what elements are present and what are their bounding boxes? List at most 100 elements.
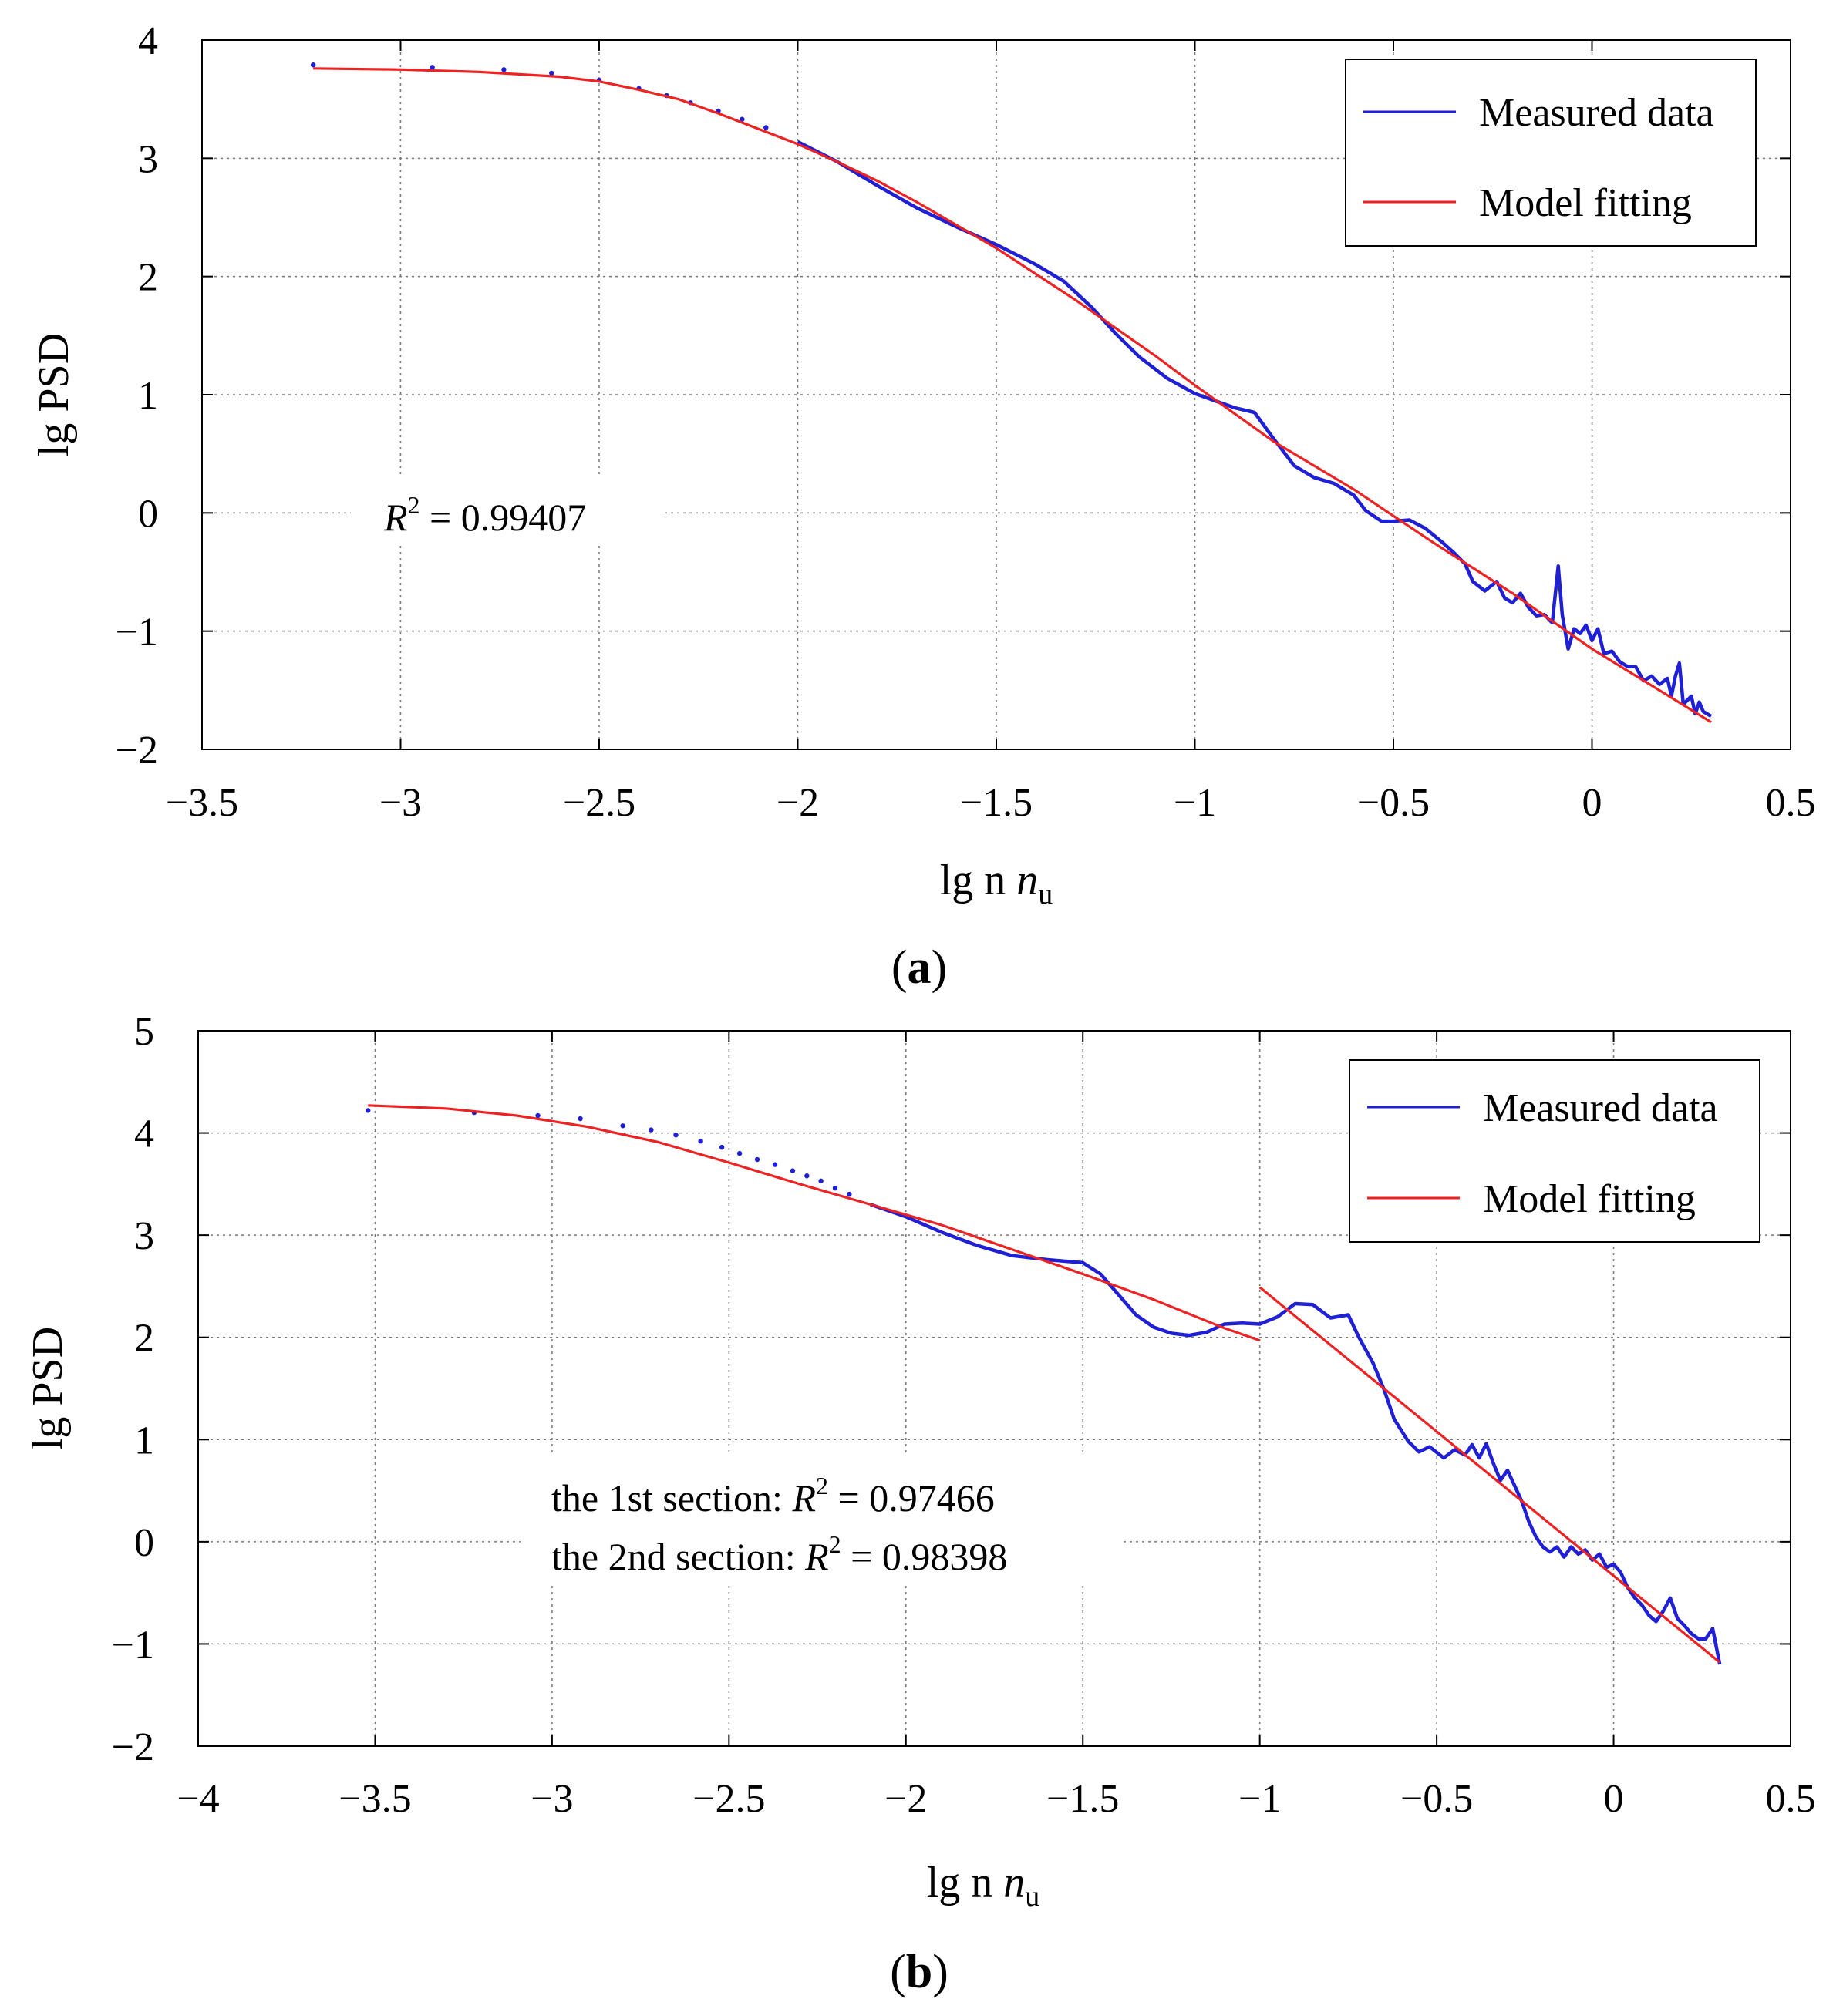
x-tick-label: 0.5 — [1766, 1777, 1816, 1821]
annotation-a-R: R — [383, 496, 408, 539]
measured-point — [754, 1156, 760, 1163]
annotation-b-line2-R: R — [804, 1535, 829, 1578]
measured-point — [311, 62, 316, 68]
y-tick-label: −2 — [112, 1725, 154, 1769]
measured-point — [790, 1168, 796, 1173]
fit-line-section-2 — [1258, 1286, 1721, 1664]
measured-point — [818, 1178, 824, 1184]
annotation-a-sup: 2 — [408, 491, 420, 519]
series-measured-b — [366, 1108, 1722, 1665]
measured-point — [649, 1127, 654, 1133]
annotation-b-line2-prefix: the 2nd section: — [551, 1535, 805, 1578]
y-tick-label: 2 — [134, 1317, 154, 1361]
y-tick-label: −1 — [116, 611, 158, 655]
x-tick-label: −3.5 — [166, 781, 238, 825]
x-tick-label: −2.5 — [692, 1777, 765, 1821]
x-axis-label-a: lg n nu — [940, 857, 1053, 910]
x-axis-label-b: lg n nu — [927, 1859, 1040, 1913]
panel-letter-a: a — [908, 941, 932, 994]
x-tick-label: −2 — [884, 1777, 927, 1821]
x-tick-label: −3.5 — [339, 1777, 411, 1821]
y-tick-label: −2 — [116, 729, 158, 772]
annotation-b-line2-value: = 0.98398 — [841, 1535, 1008, 1578]
legend-label-fit-a: Model fitting — [1479, 181, 1692, 225]
measured-point — [620, 1123, 625, 1129]
y-tick-label: 4 — [138, 19, 158, 63]
annotation-b-line1-value: = 0.97466 — [828, 1476, 995, 1520]
x-axis-label-a-sub: u — [1038, 878, 1053, 910]
x-tick-label: −3 — [379, 781, 422, 825]
x-tick-label: −1 — [1238, 1777, 1281, 1821]
x-tick-label: −2 — [777, 781, 819, 825]
measured-point — [740, 116, 745, 122]
y-tick-label: 0 — [138, 492, 158, 536]
x-tick-label: −1.5 — [960, 781, 1033, 825]
measured-point — [832, 1185, 838, 1191]
y-tick-label: 3 — [138, 137, 158, 181]
annotation-b-line2-sup: 2 — [829, 1530, 841, 1558]
measured-point — [763, 125, 769, 130]
x-tick-label: −0.5 — [1357, 781, 1430, 825]
grid-b — [198, 1031, 1791, 1746]
measured-point — [673, 1133, 679, 1138]
x-axis-label-b-main: lg n — [927, 1859, 993, 1907]
x-axis-label-b-n: n — [1003, 1859, 1025, 1907]
legend-box-a — [1345, 59, 1757, 247]
measured-point — [772, 1162, 778, 1167]
x-tick-label: 0 — [1582, 781, 1602, 825]
y-tick-label: 3 — [134, 1214, 154, 1258]
y-tick-label: 1 — [138, 374, 158, 418]
x-tick-label: 0.5 — [1766, 781, 1816, 825]
legend-b: Measured data Model fitting — [1349, 1059, 1760, 1243]
measured-point — [430, 65, 435, 70]
measured-line — [870, 1203, 1722, 1665]
measured-point — [535, 1112, 541, 1119]
annotation-b-line2: the 2nd section: R2 = 0.98398 — [551, 1530, 1007, 1578]
y-tick-label: 4 — [134, 1112, 154, 1156]
x-tick-label: −3 — [531, 1777, 573, 1821]
y-axis-label-b: lg PSD — [24, 1327, 72, 1450]
measured-point — [366, 1108, 371, 1113]
panel-label-b: (b) — [890, 1946, 948, 1998]
x-tick-label: −1.5 — [1046, 1777, 1119, 1821]
x-tick-label: −1 — [1174, 781, 1216, 825]
x-axis-label-b-sub: u — [1025, 1880, 1039, 1913]
ticks-a — [201, 39, 1791, 750]
panel-label-a: (a) — [891, 941, 947, 994]
annotation-a: R2 = 0.99407 — [351, 476, 663, 546]
y-tick-label: 0 — [134, 1521, 154, 1565]
measured-point — [719, 1144, 725, 1150]
chart-panel-b: −4 −3.5 −3 −2.5 −2 −1.5 −1 −0.5 0 0.5 −2 −1 0 1 2 3 4 5 t… — [24, 1010, 1816, 1998]
panel-letter-b: b — [906, 1946, 932, 1998]
x-tick-label: −2.5 — [563, 781, 635, 825]
measured-point — [847, 1191, 852, 1197]
annotation-bg-a — [351, 476, 663, 546]
x-tick-label: −4 — [177, 1777, 219, 1821]
annotation-b-line1: the 1st section: R2 = 0.97466 — [551, 1472, 995, 1520]
tick-labels-b: −4 −3.5 −3 −2.5 −2 −1.5 −1 −0.5 0 0.5 −2 −1 0 1 2 3 4 5 — [112, 1010, 1816, 1821]
tick-labels-a: −3.5 −3 −2.5 −2 −1.5 −1 −0.5 0 0.5 −2 −1 0 1 2 3 4 — [116, 19, 1816, 825]
y-axis-label-a: lg PSD — [30, 333, 78, 456]
legend-a: Measured data Model fitting — [1345, 59, 1757, 247]
measured-point — [501, 67, 507, 72]
annotation-b-line1-R: R — [791, 1476, 816, 1520]
legend-box-b — [1349, 1059, 1760, 1243]
series-fit-b — [368, 1104, 1721, 1664]
measured-point — [736, 1150, 743, 1156]
x-tick-label: 0 — [1604, 1777, 1624, 1821]
fit-line-section-1 — [313, 67, 1712, 724]
annotation-b-line1-prefix: the 1st section: — [551, 1476, 792, 1520]
measured-point — [549, 70, 554, 76]
y-tick-label: 2 — [138, 256, 158, 300]
plot-frame-b — [197, 1030, 1791, 1747]
ticks-b — [197, 1030, 1791, 1747]
legend-label-measured-a: Measured data — [1479, 91, 1714, 135]
measured-point — [804, 1173, 810, 1179]
series-fit-a — [313, 67, 1712, 724]
measured-point — [578, 1116, 583, 1122]
annotation-b: the 1st section: R2 = 0.97466 the 2nd se… — [521, 1453, 1122, 1583]
annotation-b-line1-sup: 2 — [816, 1472, 828, 1499]
y-tick-label: −1 — [112, 1623, 154, 1667]
y-tick-label: 5 — [134, 1010, 154, 1054]
legend-label-fit-b: Model fitting — [1483, 1177, 1696, 1221]
